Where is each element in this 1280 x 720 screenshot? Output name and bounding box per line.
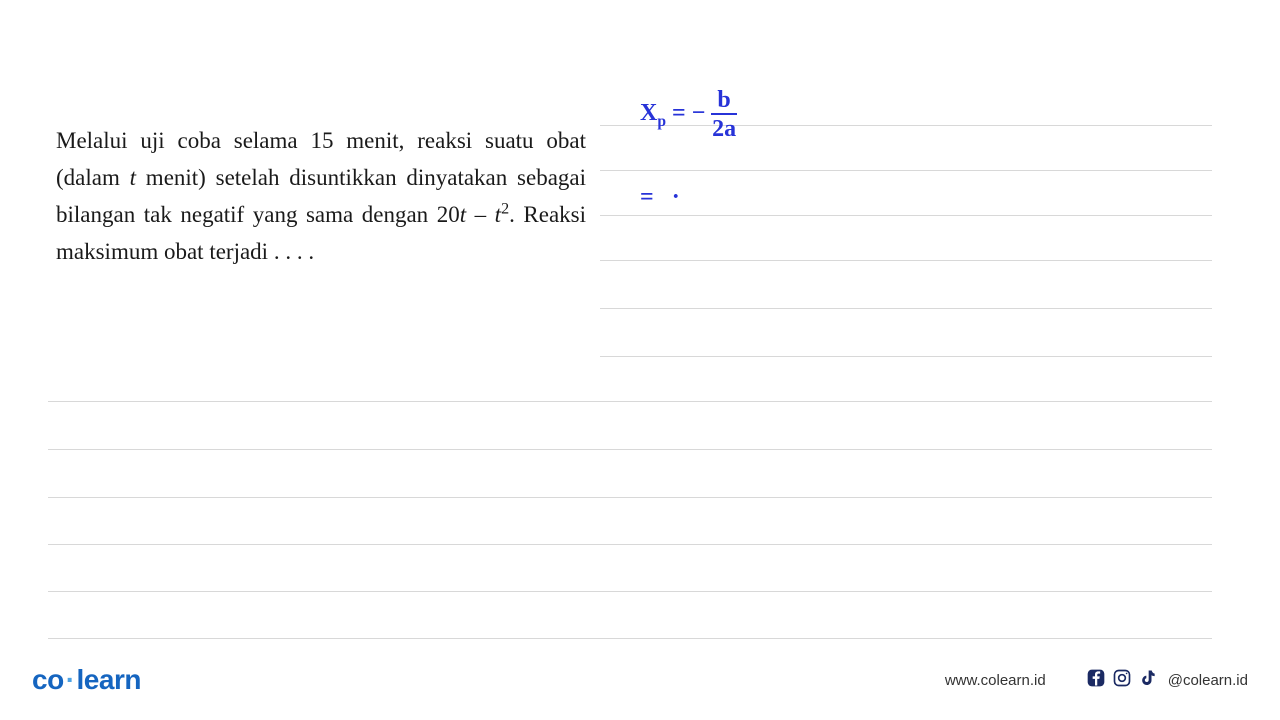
social-handle: @colearn.id xyxy=(1168,672,1248,689)
logo-learn: learn xyxy=(77,664,141,695)
hw-equals: = xyxy=(640,184,660,210)
instagram-icon xyxy=(1112,668,1132,693)
social-icons: @colearn.id xyxy=(1086,668,1248,693)
hw-denominator: 2a xyxy=(711,115,736,141)
handwritten-formula-xp: Xp = −b2a xyxy=(640,88,737,141)
ruled-line xyxy=(600,215,1212,216)
ruled-line xyxy=(48,401,1212,402)
hw-fraction: b2a xyxy=(711,88,736,141)
hw-minus: − xyxy=(692,100,706,126)
ruled-line xyxy=(48,497,1212,498)
hw-sub-p: p xyxy=(657,113,666,130)
ruled-line xyxy=(48,591,1212,592)
problem-statement: Melalui uji coba selama 15 menit, reaksi… xyxy=(56,122,586,270)
logo-co: co xyxy=(32,664,64,695)
hw-dot: · xyxy=(672,184,680,210)
ruled-line xyxy=(48,449,1212,450)
exponent-2: 2 xyxy=(501,200,509,217)
logo-dot: · xyxy=(66,664,75,695)
ruled-line xyxy=(600,170,1212,171)
handwritten-continuation: = · xyxy=(640,184,680,211)
hw-numerator: b xyxy=(711,88,736,115)
worksheet-area: Melalui uji coba selama 15 menit, reaksi… xyxy=(0,0,1280,640)
ruled-line xyxy=(48,544,1212,545)
facebook-icon xyxy=(1086,668,1106,693)
hw-equals: = xyxy=(666,100,692,126)
problem-text-part: menit) setelah disuntikkan di­nyatakan s… xyxy=(56,165,586,227)
colearn-logo: co·learn xyxy=(32,664,141,696)
footer-bar: co·learn www.colearn.id @colearn.id xyxy=(0,640,1280,720)
ruled-line xyxy=(600,308,1212,309)
ruled-line xyxy=(600,260,1212,261)
hw-x: X xyxy=(640,100,657,126)
ruled-line xyxy=(600,356,1212,357)
ruled-line xyxy=(48,638,1212,639)
tiktok-icon xyxy=(1138,668,1158,693)
problem-text-part: – xyxy=(466,202,495,227)
footer-url: www.colearn.id xyxy=(945,672,1046,689)
